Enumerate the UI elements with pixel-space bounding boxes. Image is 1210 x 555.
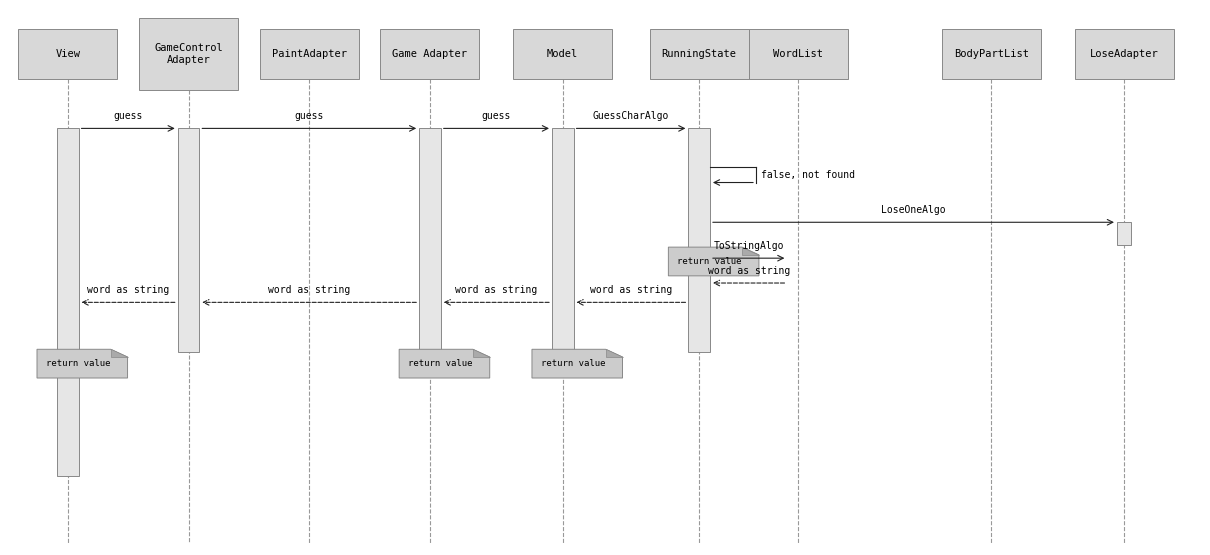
Text: word as string: word as string	[589, 285, 672, 295]
Bar	[419, 128, 440, 352]
Polygon shape	[668, 247, 759, 276]
Text: GameControl
Adapter: GameControl Adapter	[154, 43, 223, 64]
Text: Model: Model	[547, 49, 578, 59]
Text: return value: return value	[46, 359, 110, 368]
Polygon shape	[110, 349, 127, 357]
Text: LoseAdapter: LoseAdapter	[1090, 49, 1158, 59]
Text: WordList: WordList	[773, 49, 823, 59]
Bar	[688, 128, 710, 352]
Text: word as string: word as string	[269, 285, 351, 295]
Bar	[139, 18, 238, 90]
Text: return value: return value	[541, 359, 605, 368]
Text: word as string: word as string	[708, 266, 790, 276]
Text: word as string: word as string	[455, 285, 537, 295]
Bar	[650, 29, 749, 79]
Text: guess: guess	[482, 111, 511, 121]
Text: GuessCharAlgo: GuessCharAlgo	[593, 111, 669, 121]
Text: word as string: word as string	[87, 285, 169, 295]
Polygon shape	[38, 349, 127, 378]
Text: guess: guess	[114, 111, 143, 121]
Text: ToStringAlgo: ToStringAlgo	[714, 241, 784, 251]
Bar	[941, 29, 1041, 79]
Polygon shape	[473, 349, 490, 357]
Bar	[178, 128, 200, 352]
Bar	[749, 29, 848, 79]
Text: RunningState: RunningState	[662, 49, 737, 59]
Bar	[18, 29, 117, 79]
Polygon shape	[742, 247, 759, 255]
Text: Game Adapter: Game Adapter	[392, 49, 467, 59]
Bar	[1117, 223, 1131, 245]
Polygon shape	[532, 349, 622, 378]
Polygon shape	[605, 349, 622, 357]
Bar	[260, 29, 358, 79]
Text: PaintAdapter: PaintAdapter	[272, 49, 347, 59]
Text: return value: return value	[678, 257, 742, 266]
Text: View: View	[56, 49, 80, 59]
Polygon shape	[399, 349, 490, 378]
Bar	[57, 128, 79, 476]
Bar	[1074, 29, 1174, 79]
Bar	[513, 29, 612, 79]
Text: BodyPartList: BodyPartList	[953, 49, 1028, 59]
Text: guess: guess	[294, 111, 324, 121]
Bar	[380, 29, 479, 79]
Bar	[552, 128, 574, 352]
Text: LoseOneAlgo: LoseOneAlgo	[881, 205, 946, 215]
Text: false, not found: false, not found	[761, 170, 854, 180]
Text: return value: return value	[408, 359, 472, 368]
